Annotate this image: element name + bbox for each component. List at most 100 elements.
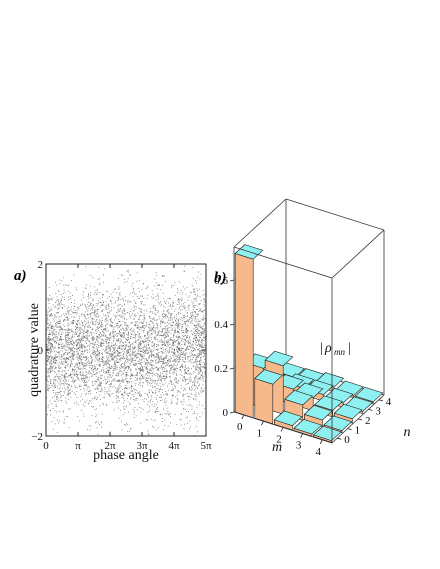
scatter-point [157, 355, 159, 357]
scatter-point [90, 308, 92, 310]
scatter-point [135, 360, 137, 362]
scatter-point [156, 324, 158, 326]
scatter-point [72, 376, 74, 378]
scatter-point [120, 338, 122, 340]
scatter-point [188, 349, 189, 350]
scatter-point [106, 363, 108, 365]
scatter-point [183, 352, 184, 354]
scatter-point [121, 429, 123, 431]
scatter-point [107, 314, 109, 316]
scatter-point [124, 369, 125, 371]
scatter-point [160, 351, 162, 352]
scatter-point [180, 369, 182, 371]
scatter-point [117, 390, 119, 392]
scatter-point [66, 383, 68, 385]
scatter-point [51, 333, 53, 335]
scatter-point [58, 370, 60, 372]
scatter-point [193, 384, 195, 386]
scatter-point [126, 424, 128, 426]
scatter-point [107, 337, 109, 339]
scatter-point [171, 399, 172, 401]
scatter-point [179, 357, 181, 359]
scatter-point [179, 343, 181, 344]
scatter-point [68, 380, 69, 382]
scatter-point [52, 339, 54, 340]
scatter-point [162, 315, 164, 317]
scatter-point [48, 314, 50, 316]
scatter-point [85, 288, 87, 289]
scatter-point [200, 379, 202, 380]
scatter-point [197, 276, 199, 278]
scatter-point [62, 370, 64, 372]
scatter-point [82, 373, 84, 375]
scatter-point [145, 288, 147, 289]
scatter-point [97, 433, 99, 435]
scatter-point [202, 377, 204, 379]
scatter-point [63, 364, 65, 365]
scatter-point [119, 314, 121, 316]
scatter-point [112, 340, 114, 342]
scatter-point [148, 392, 150, 394]
scatter-point [178, 325, 179, 327]
scatter-point [162, 361, 164, 362]
scatter-point [142, 376, 143, 377]
scatter-point [135, 340, 137, 342]
scatter-point [198, 329, 199, 331]
scatter-point [197, 370, 199, 371]
scatter-point [119, 353, 121, 355]
scatter-point [130, 337, 132, 339]
scatter-point [68, 335, 70, 337]
scatter-point [189, 343, 191, 345]
scatter-point [57, 336, 59, 338]
scatter-point [104, 388, 106, 390]
scatter-point [86, 358, 88, 360]
scatter-point [114, 365, 116, 367]
scatter-point [136, 322, 138, 324]
scatter-point [195, 337, 197, 338]
scatter-point [196, 363, 198, 365]
scatter-point [78, 339, 80, 341]
scatter-point [96, 364, 98, 366]
scatter-point [113, 344, 114, 346]
scatter-point [98, 330, 99, 332]
scatter-point [51, 403, 53, 405]
scatter-point [144, 353, 146, 354]
scatter-point [60, 354, 62, 355]
scatter-point [190, 292, 192, 294]
scatter-point [140, 353, 142, 355]
scatter-point [117, 325, 119, 326]
scatter-point [76, 346, 78, 348]
scatter-point [126, 339, 127, 340]
scatter-point [64, 337, 66, 339]
scatter-point [123, 397, 124, 399]
scatter-point [143, 320, 145, 322]
scatter-point [139, 337, 141, 339]
scatter-point [159, 351, 161, 353]
scatter-point [107, 316, 109, 318]
scatter-point [113, 385, 115, 387]
scatter-point [152, 297, 154, 299]
scatter-point [73, 316, 75, 318]
scatter-point [188, 399, 190, 401]
scatter-point [58, 368, 60, 369]
scatter-point [99, 350, 101, 351]
scatter-point [74, 329, 76, 330]
scatter-point [113, 331, 115, 333]
scatter-point [83, 415, 85, 417]
scatter-point [196, 313, 198, 315]
scatter-point [91, 405, 92, 407]
scatter-point [174, 325, 176, 327]
scatter-point [89, 325, 91, 327]
scatter-point [103, 329, 105, 331]
scatter-point [171, 308, 173, 310]
scatter-point [124, 361, 126, 363]
scatter-point [178, 337, 180, 339]
scatter-point [86, 331, 87, 333]
scatter-point [150, 320, 152, 322]
scatter-point [174, 339, 175, 340]
scatter-point [137, 331, 139, 333]
scatter-point [148, 336, 150, 338]
scatter-point [79, 345, 81, 346]
scatter-point [198, 363, 200, 365]
scatter-point [125, 360, 126, 362]
